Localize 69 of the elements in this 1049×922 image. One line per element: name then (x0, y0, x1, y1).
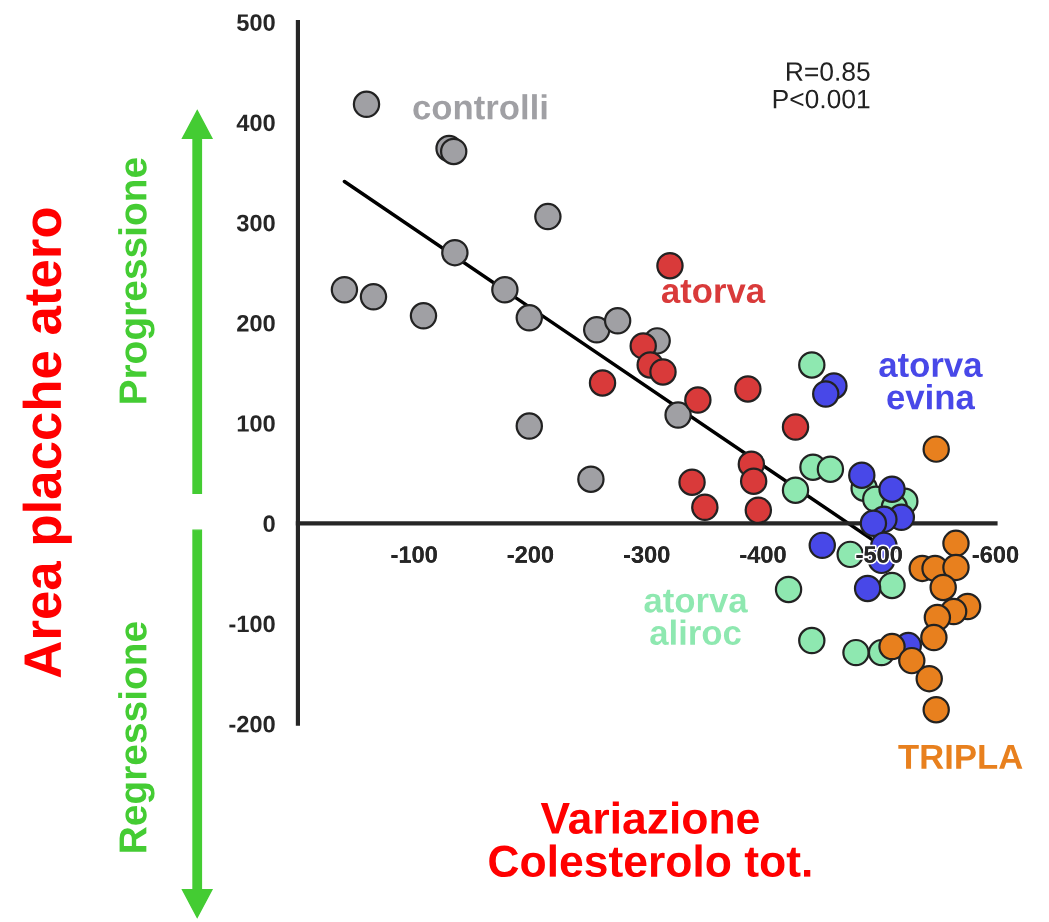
point (330, 276, 359, 304)
point (491, 276, 519, 304)
point (922, 696, 950, 724)
point (352, 90, 381, 119)
point (942, 553, 970, 582)
point (588, 369, 617, 397)
x-tick-label: -200 (507, 546, 554, 563)
point (842, 638, 870, 667)
point (781, 413, 810, 441)
point (920, 623, 948, 652)
text: Progressione (118, 158, 155, 403)
point (878, 632, 906, 661)
point (439, 137, 468, 166)
series-label: TRIPLA (898, 744, 1023, 769)
x-tick-label: -400 (740, 546, 786, 563)
point (859, 509, 888, 538)
y-tick-label: 300 (236, 214, 275, 232)
series-label: atorva evina (879, 354, 983, 410)
point (878, 571, 906, 600)
point (684, 386, 712, 414)
point (664, 401, 692, 429)
point (656, 251, 684, 280)
point (898, 646, 926, 675)
y-tick-label: -100 (229, 615, 275, 633)
point (915, 664, 943, 693)
point (942, 529, 970, 558)
point (878, 475, 906, 503)
x-tick-label: -300 (624, 546, 670, 563)
point (582, 316, 611, 344)
point (808, 531, 836, 560)
text: Regressione (118, 622, 155, 852)
point (577, 465, 605, 493)
point (929, 573, 957, 602)
point (739, 467, 768, 495)
point (812, 380, 840, 408)
point (649, 358, 677, 386)
y-tick-label: 100 (237, 415, 275, 432)
y-tick-label: 200 (237, 314, 275, 332)
annotation: R=0.85 P<0.001 (773, 62, 870, 109)
point (691, 493, 719, 521)
point (922, 435, 950, 463)
point (853, 574, 882, 603)
point (441, 238, 469, 267)
point (409, 302, 438, 330)
point (798, 351, 826, 379)
point (734, 375, 762, 403)
series-label: controlli (413, 94, 547, 120)
point (848, 461, 876, 489)
x-tick-label: -100 (391, 546, 437, 563)
series-label: atorva aliroc (644, 589, 748, 646)
point (774, 575, 803, 604)
point (798, 626, 826, 655)
y-tick-label: -200 (229, 715, 275, 733)
point (781, 476, 810, 504)
y-axis-title: Area placche atero (22, 208, 72, 678)
point (515, 412, 544, 440)
y-tick-label: 400 (236, 114, 275, 132)
x-tick-label: -600 (972, 546, 1019, 563)
point (359, 283, 388, 311)
y-tick-label: 500 (237, 14, 275, 31)
series-label: atorva (661, 280, 766, 304)
point (744, 496, 773, 524)
x-axis-title: Variazione Colesterolo tot. (489, 801, 811, 878)
point (534, 202, 562, 231)
point (816, 455, 845, 483)
point (603, 307, 632, 335)
point (515, 304, 544, 332)
y-tick-label: 0 (263, 515, 275, 533)
point (678, 468, 706, 496)
